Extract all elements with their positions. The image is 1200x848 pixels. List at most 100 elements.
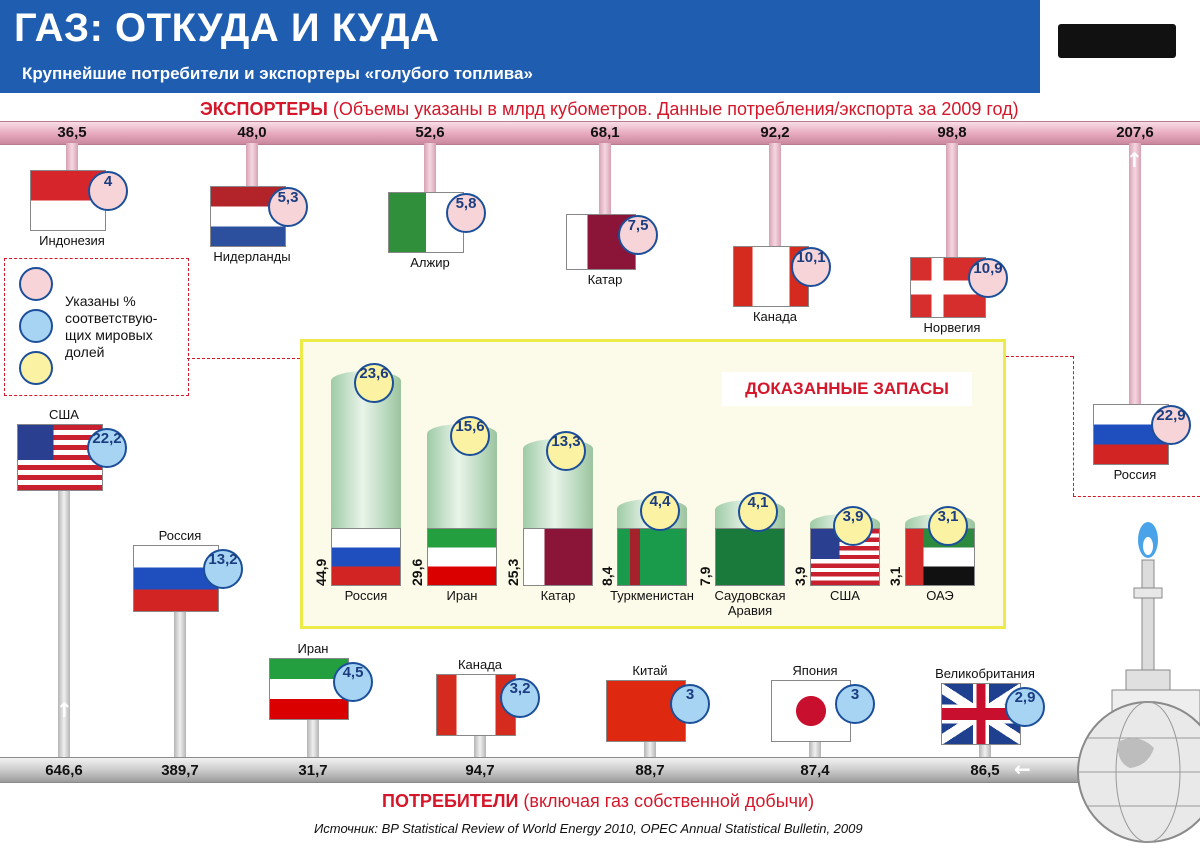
consumer-country-label: Великобритания (935, 666, 1035, 681)
consumer-share-badge: 4,5 (333, 662, 373, 702)
flag-qatar (566, 214, 636, 270)
flag-turkmenistan (617, 528, 687, 586)
consumer-pipe (809, 742, 821, 757)
reserve-volume-label: 44,9 (313, 558, 329, 586)
exporters-title: ЭКСПОРТЕРЫ (Объемы указаны в млрд кубоме… (200, 99, 1019, 120)
exporter-country-label: Индонезия (39, 233, 105, 248)
reserve-country-label: Саудовская Аравия (714, 588, 786, 618)
consumers-pipeline (0, 757, 1200, 783)
consumer-volume-label: 88,7 (635, 762, 665, 779)
exporter-volume-label: 68,1 (590, 124, 620, 141)
consumer-volume-label: 87,4 (800, 762, 830, 779)
reserve-share-badge: 23,6 (354, 362, 394, 403)
reserves-title: ДОКАЗАННЫЕ ЗАПАСЫ (722, 372, 972, 406)
exporter-country-label: Норвегия (923, 320, 981, 335)
reserve-volume-label: 7,9 (697, 566, 713, 586)
reserve-volume-label: 25,3 (505, 558, 521, 586)
consumer-country-label: США (49, 407, 79, 422)
reserve-country-label: Туркменистан (610, 588, 694, 603)
flag-russia (331, 528, 401, 586)
exporter-volume-label: 92,2 (760, 124, 790, 141)
header-bar: ГАЗ: ОТКУДА И КУДА Крупнейшие потребител… (0, 0, 1038, 93)
consumer-volume-label: 31,7 (298, 762, 328, 779)
reserve-volume-label: 3,9 (792, 566, 808, 586)
exporter-volume-label: 207,6 (1116, 124, 1154, 141)
reserve-country-label: Россия (344, 588, 388, 603)
reserve-share-badge: 3,9 (833, 506, 873, 546)
publisher-logo (1038, 0, 1200, 93)
reserve-country-label: США (830, 588, 860, 603)
exporters-title-bold: ЭКСПОРТЕРЫ (200, 99, 328, 119)
consumer-pipe (58, 491, 70, 757)
legend-blue-dot (19, 309, 53, 343)
consumer-country-label: Канада (457, 657, 503, 672)
reserve-volume-label: 8,4 (599, 566, 615, 586)
exporter-volume-label: 98,8 (937, 124, 967, 141)
legend-line: соответствую- (65, 310, 158, 326)
exporter-share-badge: 5,8 (446, 193, 486, 233)
consumer-share-badge: 13,2 (203, 549, 243, 589)
legend-pink-dot (19, 267, 53, 301)
exporter-pipe (246, 143, 258, 186)
consumer-share-badge: 3 (835, 684, 875, 724)
consumer-volume-label: 86,5 (970, 762, 1000, 779)
exporter-volume-label: 36,5 (57, 124, 87, 141)
legend-yellow-dot (19, 351, 53, 385)
flag-iran (427, 528, 497, 586)
exporter-country-label: Катар (587, 272, 623, 287)
consumer-pipe (644, 742, 656, 757)
logo-mark (1058, 24, 1176, 58)
reserve-volume-label: 29,6 (409, 558, 425, 586)
exporter-country-label: Алжир (410, 255, 450, 270)
exporter-share-badge: 10,9 (968, 258, 1008, 298)
exporter-pipe (424, 143, 436, 192)
consumer-pipe (474, 736, 486, 757)
exporter-country-label: Россия (1113, 467, 1157, 482)
reserves-connector-top (1006, 356, 1073, 357)
consumer-share-badge: 22,2 (87, 428, 127, 468)
consumer-volume-label: 389,7 (161, 762, 199, 779)
reserve-share-badge: 4,4 (640, 490, 680, 531)
consumer-pipe (174, 612, 186, 757)
exporter-pipe (66, 143, 78, 170)
exporter-pipe (769, 143, 781, 246)
page-subtitle: Крупнейшие потребители и экспортеры «гол… (22, 64, 533, 83)
exporter-volume-label: 52,6 (415, 124, 445, 141)
exporters-title-note: (Объемы указаны в млрд кубометров. Данны… (332, 99, 1019, 119)
reserve-share-badge: 3,1 (928, 506, 968, 546)
legend-text: Указаны % соответствую- щих мировых доле… (65, 293, 157, 361)
consumer-pipe (979, 745, 991, 757)
consumer-country-label: Япония (792, 663, 838, 678)
up-arrow-icon: ↑ (56, 698, 73, 722)
flag-saudi (715, 528, 785, 586)
exporter-share-badge: 7,5 (618, 215, 658, 255)
reserve-share-badge: 13,3 (546, 431, 586, 472)
legend-line: щих мировых (65, 327, 153, 343)
reserves-connector-side (1073, 356, 1074, 496)
flag-qatar (523, 528, 593, 586)
exporters-pipeline (0, 121, 1200, 145)
exporter-country-label: Канада (752, 309, 798, 324)
exporter-country-label: Нидерланды (213, 249, 291, 264)
legend-line: долей (65, 344, 105, 360)
consumer-country-label: Иран (297, 641, 329, 656)
reserve-country-label: ОАЭ (926, 588, 954, 603)
legend-connector (187, 358, 300, 359)
flag-uk (941, 683, 1021, 745)
consumers-title: ПОТРЕБИТЕЛИ (включая газ собственной доб… (382, 791, 814, 812)
consumer-share-badge: 3,2 (500, 678, 540, 718)
reserve-share-badge: 15,6 (450, 416, 490, 457)
exporter-pipe (946, 143, 958, 257)
reserve-country-label: Катар (540, 588, 576, 603)
reserve-country-label: Иран (446, 588, 478, 603)
source-note: Источник: BP Statistical Review of World… (314, 821, 863, 836)
exporter-pipe (599, 143, 611, 214)
consumer-pipe (307, 720, 319, 757)
consumer-country-label: Россия (158, 528, 202, 543)
consumers-title-bold: ПОТРЕБИТЕЛИ (382, 791, 519, 811)
reserve-volume-label: 3,1 (887, 566, 903, 586)
exporter-share-badge: 5,3 (268, 187, 308, 227)
consumer-volume-label: 646,6 (45, 762, 83, 779)
legend: Указаны % соответствую- щих мировых доле… (4, 258, 189, 396)
exporter-share-badge: 10,1 (791, 247, 831, 287)
